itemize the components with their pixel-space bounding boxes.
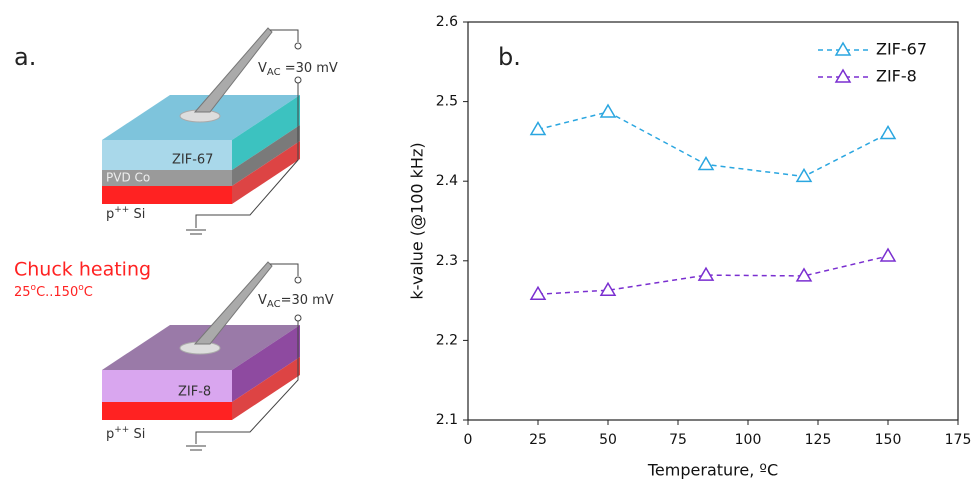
wire — [195, 321, 299, 444]
film-label: ZIF-67 — [172, 153, 213, 168]
probe — [193, 261, 273, 345]
si-side — [232, 141, 300, 204]
r2: C..150 — [36, 285, 78, 300]
x-tick-label: 25 — [529, 432, 547, 448]
r1: o — [31, 283, 37, 293]
p: p — [106, 207, 114, 222]
legend-label: ZIF-67 — [876, 40, 927, 59]
film-front — [102, 140, 232, 170]
p-sup: ++ — [114, 205, 129, 215]
wire — [270, 263, 299, 276]
p: p — [106, 427, 114, 442]
x-tick-label: 50 — [599, 432, 617, 448]
x-tick-label: 100 — [735, 432, 762, 448]
film-side — [232, 325, 300, 402]
y-tick-label: 2.1 — [436, 412, 458, 428]
x-tick-label: 175 — [945, 432, 972, 448]
si-side — [232, 357, 300, 420]
series-line — [537, 111, 889, 178]
p-sup: ++ — [114, 425, 129, 435]
point-marker — [529, 285, 547, 300]
x-axis-label: Temperature, ºC — [647, 461, 778, 480]
point-marker — [879, 124, 897, 140]
terminal — [294, 42, 302, 50]
y-tick-label: 2.4 — [436, 173, 458, 189]
range-label: 25oC..150oC — [14, 283, 93, 300]
y-tick-label: 2.6 — [436, 14, 458, 30]
si-front — [102, 402, 232, 420]
r0: 25 — [14, 285, 31, 300]
v-sub: AC — [267, 299, 281, 310]
point-marker — [795, 167, 813, 183]
r4: C — [84, 285, 93, 300]
si-front — [102, 186, 232, 204]
wire — [270, 29, 299, 42]
x-tick-label: 75 — [669, 432, 687, 448]
v-rest: =30 mV — [281, 61, 338, 76]
point-marker — [879, 247, 897, 262]
legend-label: ZIF-8 — [876, 67, 917, 86]
voltage-label: VAC =30 mV — [258, 61, 338, 79]
metal-front — [102, 170, 232, 186]
series-line — [537, 255, 889, 295]
y-tick-label: 2.5 — [436, 94, 458, 110]
plot-frame — [467, 21, 959, 421]
film-label: ZIF-8 — [178, 385, 211, 400]
x-tick-label: 125 — [805, 432, 832, 448]
film-side — [232, 95, 300, 170]
x-tick-label: 0 — [464, 432, 473, 448]
wire — [195, 83, 299, 228]
heating-label: Chuck heating — [14, 259, 151, 281]
voltage-label: VAC=30 mV — [258, 293, 334, 311]
v-sub: AC — [267, 67, 281, 78]
r3: o — [78, 283, 84, 293]
legend-marker — [834, 41, 852, 56]
point-marker — [599, 281, 617, 297]
y-axis-label: k-value (@100 kHz) — [408, 142, 427, 299]
metal-side — [232, 125, 300, 186]
point-marker — [529, 120, 547, 136]
point-marker — [599, 103, 617, 118]
x-tick-label: 150 — [875, 432, 902, 448]
terminal — [294, 314, 302, 322]
p-rest: Si — [129, 207, 145, 222]
diagram: a. VAC =30 mV ZIF-67 PVD Co p++ Si Chuck… — [14, 27, 338, 451]
point-marker — [697, 155, 715, 171]
point-marker — [795, 267, 813, 282]
legend-marker — [834, 68, 852, 83]
film-front — [102, 370, 232, 402]
y-tick-label: 2.3 — [436, 253, 458, 269]
v-rest: =30 mV — [281, 293, 334, 308]
v: V — [258, 61, 267, 76]
terminal — [294, 76, 302, 84]
metal-label: PVD Co — [106, 171, 150, 185]
substrate-label: p++ Si — [106, 425, 145, 442]
p-rest: Si — [129, 427, 145, 442]
point-marker — [697, 266, 715, 281]
v: V — [258, 293, 267, 308]
substrate-label: p++ Si — [106, 205, 145, 222]
panel-label: b. — [498, 43, 521, 71]
terminal — [294, 276, 302, 284]
y-tick-label: 2.2 — [436, 332, 458, 348]
panel-label: a. — [14, 43, 36, 71]
probe — [193, 27, 273, 113]
